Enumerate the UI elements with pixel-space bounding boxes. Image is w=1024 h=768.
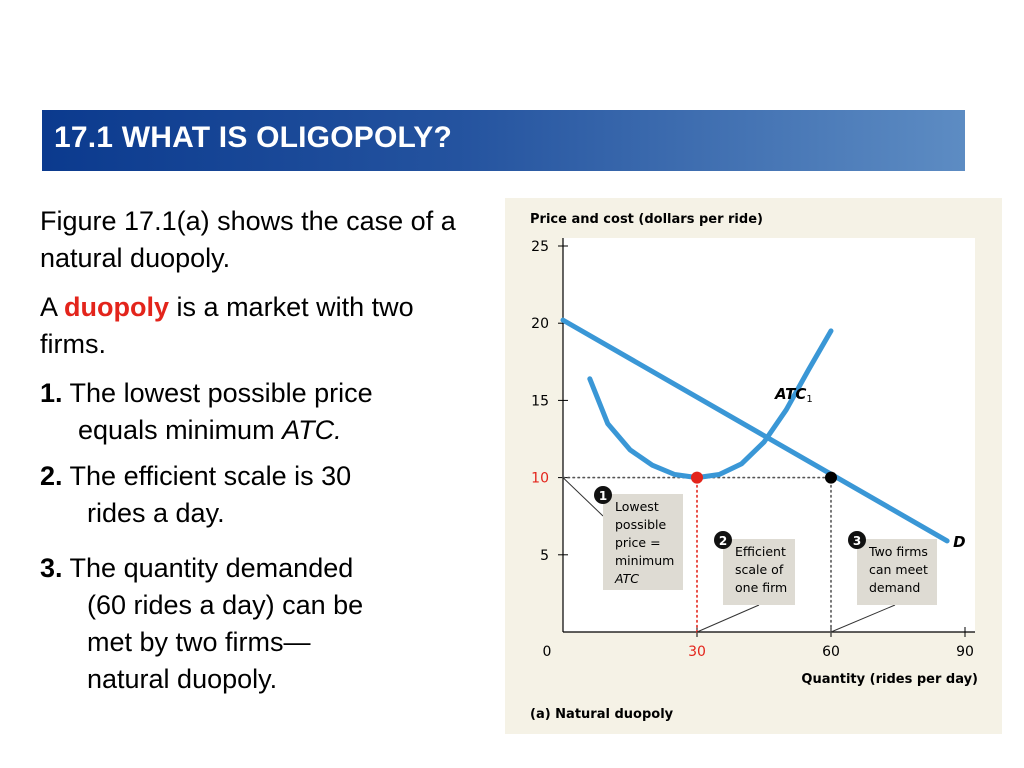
callout-2-leader — [696, 604, 760, 633]
point-2-line1: The efficient scale is 30 — [69, 461, 352, 491]
y-tick-label-0: 5 — [540, 548, 549, 564]
body-text: Figure 17.1(a) shows the case of a natur… — [40, 203, 480, 698]
callout-1-number: 1 — [599, 489, 607, 503]
point-3-number: 3. — [40, 553, 63, 583]
callout-3-line-1: can meet — [869, 562, 928, 577]
point-2-number: 2. — [40, 461, 63, 491]
point-3-line4: natural duopoly. — [87, 664, 278, 694]
callout-1-line-1: possible — [615, 517, 666, 532]
y-tick-label-2: 15 — [531, 393, 549, 409]
callout-2-line-2: one firm — [735, 580, 787, 595]
chart-panel: Price and cost (dollars per ride) 5 10 15 20… — [505, 198, 1002, 734]
callout-3-number: 3 — [853, 534, 861, 548]
point-3-line3: met by two firms— — [87, 627, 311, 657]
callout-1: 1 Lowest possible price = minimum ATC — [562, 477, 683, 590]
point-1-number: 1. — [40, 378, 63, 408]
x-tick-label-1: 30 — [688, 644, 706, 660]
x-axis-label: Quantity (rides per day) — [801, 672, 978, 687]
definition-term: duopoly — [64, 292, 170, 322]
callout-3-badge — [848, 531, 866, 549]
callout-2-box — [723, 539, 795, 605]
callout-1-box — [603, 494, 683, 590]
point-2-line2: rides a day. — [87, 498, 225, 528]
title-bar: 17.1 WHAT IS OLIGOPOLY? — [42, 110, 965, 171]
callout-1-line-2: price = — [615, 535, 661, 550]
demand-curve — [560, 317, 950, 544]
x-tick-label-3: 90 — [956, 644, 974, 660]
demand-curve-label: D — [953, 533, 965, 551]
callout-3: 3 Two firms can meet demand — [830, 531, 937, 633]
callout-3-box — [857, 539, 937, 605]
atc-curve-label: ATC1 — [774, 385, 813, 405]
point-1-line2: equals minimum — [78, 415, 275, 445]
chart-point-1 — [825, 471, 837, 484]
point-3-line2: (60 rides a day) can be — [87, 590, 364, 620]
callout-2-line-0: Efficient — [735, 544, 786, 559]
atc-curve — [587, 328, 834, 481]
point-2: 2. The efficient scale is 30 rides a day… — [40, 458, 480, 532]
natural-duopoly-chart: Price and cost (dollars per ride)5101520… — [530, 212, 978, 722]
point-3-line1: The quantity demanded — [69, 553, 354, 583]
x-tick-label-2: 60 — [822, 644, 840, 660]
intro-paragraph: Figure 17.1(a) shows the case of a natur… — [40, 206, 456, 273]
definition-prefix: A — [40, 292, 57, 322]
y-tick-label-3: 20 — [531, 316, 549, 332]
slide-title: 17.1 WHAT IS OLIGOPOLY? — [54, 121, 452, 154]
callout-3-line-2: demand — [869, 580, 920, 595]
callout-2-number: 2 — [719, 534, 727, 548]
callout-2: 2 Efficient scale of one firm — [696, 531, 795, 633]
x-tick-label-0: 0 — [543, 644, 552, 660]
chart-point-0 — [691, 471, 703, 484]
callout-1-badge — [594, 486, 612, 504]
callout-3-line-0: Two firms — [868, 544, 928, 559]
point-3: 3. The quantity demanded (60 rides a day… — [40, 550, 480, 698]
point-1: 1. The lowest possible price equals mini… — [40, 375, 480, 449]
callout-1-italic-line: ATC — [614, 571, 639, 586]
point-1-line1: The lowest possible price — [69, 378, 373, 408]
point-1-line2-italic: ATC. — [282, 415, 342, 445]
definition-paragraph: A duopoly is a market with two firms. — [40, 289, 480, 363]
y-tick-label-1: 10 — [531, 471, 549, 487]
callout-3-leader — [830, 604, 896, 633]
callout-1-line-0: Lowest — [615, 499, 659, 514]
callout-2-line-1: scale of — [735, 562, 784, 577]
callout-1-leader — [562, 477, 604, 517]
y-axis-label: Price and cost (dollars per ride) — [530, 212, 763, 227]
definition-suffix: is a market with two firms. — [40, 292, 414, 359]
y-tick-label-4: 25 — [531, 239, 549, 255]
callout-1-line-3: minimum — [615, 553, 674, 568]
chart-caption: (a) Natural duopoly — [530, 707, 674, 722]
callout-2-badge — [714, 531, 732, 549]
